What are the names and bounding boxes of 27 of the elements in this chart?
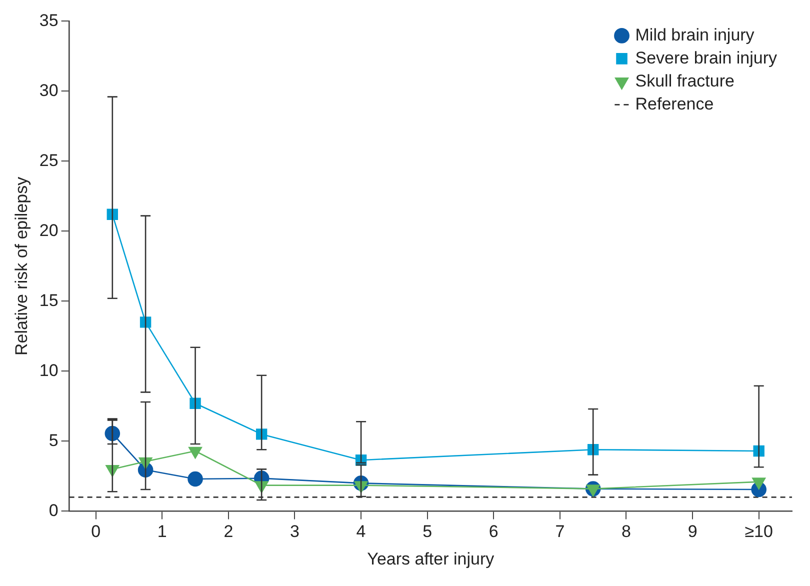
x-tick-label: 1 [157, 522, 167, 542]
x-tick-label: 0 [91, 522, 101, 542]
point [104, 426, 120, 442]
y-tick-label: 35 [39, 10, 58, 30]
x-tick-label: 4 [356, 522, 366, 542]
x-axis-title: Years after injury [367, 549, 495, 568]
y-tick-label: 10 [39, 360, 58, 380]
y-axis-title: Relative risk of epilepsy [12, 176, 31, 356]
legend-label: Reference [635, 94, 714, 114]
y-tick-label: 30 [39, 80, 58, 100]
x-tick-label: 7 [555, 522, 565, 542]
x-tick-label: 2 [224, 522, 234, 542]
y-tick-label: 15 [39, 290, 58, 310]
y-tick-label: 20 [39, 220, 58, 240]
x-tick-label: 5 [422, 522, 432, 542]
x-tick-label: 9 [688, 522, 698, 542]
x-tick-label: 8 [622, 522, 631, 542]
legend-label: Skull fracture [635, 71, 734, 90]
y-tick-label: 0 [48, 500, 58, 520]
y-tick-label: 5 [48, 430, 58, 450]
y-tick-label: 25 [39, 150, 58, 170]
legend-label: Mild brain injury [635, 25, 755, 44]
x-tick-label: 3 [290, 522, 300, 542]
x-tick-label: ≥10 [744, 522, 773, 542]
legend-label: Severe brain injury [635, 48, 778, 68]
point [188, 471, 203, 487]
x-tick-label: 6 [488, 522, 498, 542]
